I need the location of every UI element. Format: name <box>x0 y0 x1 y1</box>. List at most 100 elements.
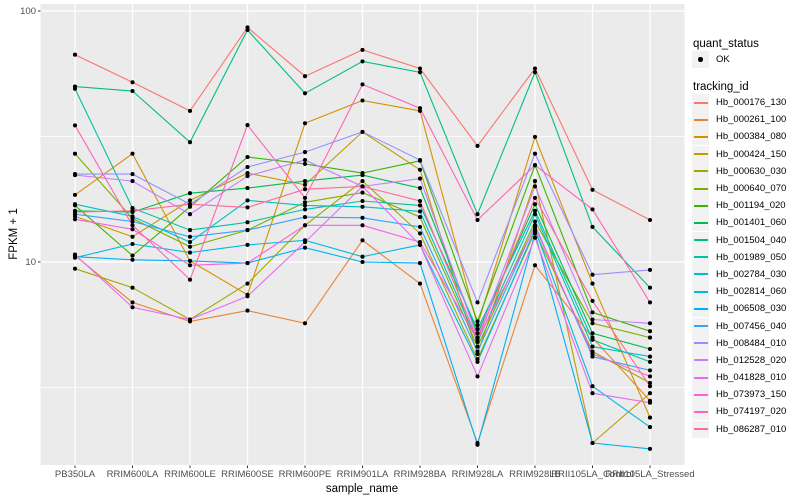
legend-key <box>692 265 709 283</box>
legend-item-label: Hb_001401_060 <box>716 217 787 229</box>
data-point <box>302 195 308 200</box>
data-point <box>302 150 308 155</box>
data-point <box>187 317 193 322</box>
legend-item-label: Hb_073973_150 <box>716 389 787 401</box>
data-point <box>302 179 308 184</box>
legend-key <box>692 180 709 198</box>
data-point <box>475 349 480 354</box>
data-point <box>647 400 653 405</box>
data-point <box>187 244 193 249</box>
legend-line-icon <box>693 221 708 224</box>
data-point <box>187 212 193 217</box>
data-point <box>475 212 480 217</box>
data-point <box>475 359 480 364</box>
legend-line-icon <box>693 428 708 431</box>
legend-item-label: Hb_012528_020 <box>716 354 787 366</box>
data-point <box>245 228 250 233</box>
data-point <box>130 305 135 310</box>
legend-line-icon <box>693 325 708 328</box>
legend-item-label: Hb_001194_020 <box>716 200 786 212</box>
data-point <box>72 86 78 91</box>
data-point <box>245 220 250 225</box>
legend-key <box>692 420 709 438</box>
legend-item-Hb_000640_070: Hb_000640_070 <box>692 180 786 198</box>
data-point <box>532 151 538 156</box>
data-point <box>417 157 423 163</box>
data-point <box>245 123 250 128</box>
data-point <box>302 182 308 187</box>
data-point <box>647 335 653 340</box>
data-point <box>130 208 135 213</box>
data-point <box>130 253 135 258</box>
legend-line-icon <box>693 204 708 207</box>
data-point <box>417 209 423 214</box>
data-point <box>245 164 250 170</box>
data-point <box>417 203 423 208</box>
data-point <box>187 234 193 239</box>
data-point <box>532 66 538 71</box>
data-point <box>130 285 135 290</box>
legend-item-label: Hb_002784_030 <box>716 268 787 280</box>
data-point <box>417 106 423 111</box>
legend-item-Hb_073973_150: Hb_073973_150 <box>692 386 787 404</box>
legend-item-label: Hb_000630_030 <box>716 165 787 177</box>
data-point <box>590 310 595 315</box>
legend-line-icon <box>693 256 708 259</box>
legend-item-Hb_001401_060: Hb_001401_060 <box>692 214 787 232</box>
legend-item-Hb_000424_150: Hb_000424_150 <box>692 145 786 163</box>
legend-items: Hb_000176_130 Hb_000261_100 Hb_000384_080 H… <box>692 94 786 438</box>
data-point <box>647 384 653 389</box>
x-tick-label: PB350LA <box>55 469 96 480</box>
data-point <box>302 200 308 205</box>
data-point <box>187 191 193 196</box>
data-point <box>245 261 250 266</box>
legend-key <box>692 351 709 369</box>
data-point <box>360 173 365 178</box>
legend-key <box>692 145 709 163</box>
legend-item-label: Hb_074197_020 <box>716 406 787 418</box>
data-point <box>72 52 78 57</box>
legend-key <box>692 334 709 352</box>
data-point <box>417 167 423 172</box>
data-point <box>590 281 595 286</box>
data-point <box>475 374 480 379</box>
data-point <box>532 70 538 75</box>
data-point <box>475 337 480 342</box>
legend-key <box>692 386 709 404</box>
legend-item-label: Hb_002814_060 <box>716 286 787 298</box>
legend-title-tracking-id: tracking_id <box>693 81 749 93</box>
data-point <box>130 223 135 228</box>
legend-line-icon <box>693 307 708 310</box>
data-point <box>302 74 308 79</box>
data-point <box>302 157 308 163</box>
data-point <box>532 134 538 139</box>
legend-item-Hb_000261_100: Hb_000261_100 <box>692 111 786 129</box>
legend-line-icon <box>693 187 708 190</box>
data-point <box>647 374 653 379</box>
data-point <box>532 195 538 200</box>
data-point <box>532 163 538 168</box>
data-point <box>590 207 595 212</box>
data-point <box>532 212 538 217</box>
legend-item-Hb_006508_030: Hb_006508_030 <box>692 300 787 318</box>
legend-item-label: OK <box>716 54 730 65</box>
data-point <box>72 192 78 197</box>
data-point <box>417 224 423 229</box>
data-point <box>72 252 78 257</box>
legend-item-label: Hb_006508_030 <box>716 303 787 315</box>
legend-line-icon <box>693 273 708 276</box>
x-tick-label: RRIM600LA <box>107 469 159 480</box>
data-point <box>187 198 193 203</box>
data-point <box>532 231 538 236</box>
data-point <box>245 154 250 160</box>
data-point <box>417 215 423 220</box>
y-axis-title: FPKM + 1 <box>8 208 20 260</box>
data-point <box>245 198 250 203</box>
data-point <box>590 321 595 326</box>
legend-item-Hb_000176_130: Hb_000176_130 <box>692 94 786 112</box>
legend-item-label: Hb_086287_010 <box>716 423 787 435</box>
legend-key <box>692 403 709 421</box>
data-point <box>360 223 365 228</box>
